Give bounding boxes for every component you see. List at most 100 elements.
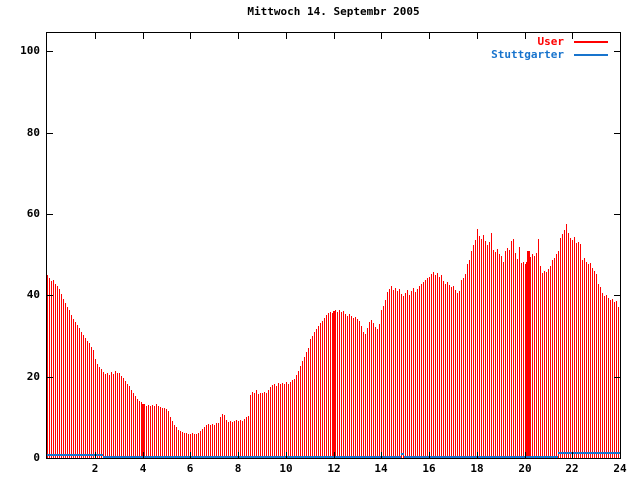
user-bar bbox=[495, 252, 496, 458]
user-bar bbox=[61, 294, 62, 458]
legend-item-user: User bbox=[491, 35, 608, 48]
user-bar bbox=[546, 272, 547, 458]
x-tick-mirror bbox=[286, 33, 287, 39]
user-bar bbox=[300, 366, 301, 458]
y-tick-label: 20 bbox=[26, 370, 40, 383]
user-bar bbox=[409, 295, 410, 458]
y-tick-mirror bbox=[614, 295, 620, 296]
user-bar bbox=[379, 324, 380, 458]
x-tick-label: 16 bbox=[422, 462, 436, 475]
user-bar bbox=[381, 310, 382, 458]
user-bar bbox=[160, 407, 161, 458]
user-bar bbox=[534, 256, 535, 458]
user-bar bbox=[258, 394, 259, 458]
user-bar bbox=[137, 399, 138, 458]
user-bar bbox=[515, 253, 516, 458]
user-bar bbox=[457, 293, 458, 458]
user-bar bbox=[375, 327, 376, 458]
x-tick bbox=[286, 452, 287, 458]
user-bar bbox=[349, 314, 350, 458]
user-bar bbox=[467, 264, 468, 458]
user-bar bbox=[234, 421, 235, 458]
user-bar bbox=[49, 278, 50, 458]
user-bar bbox=[566, 224, 567, 458]
user-bar bbox=[200, 431, 201, 458]
user-bar bbox=[99, 367, 100, 458]
x-tick bbox=[381, 452, 382, 458]
y-tick bbox=[47, 51, 53, 52]
x-tick-mirror bbox=[572, 33, 573, 39]
user-bar bbox=[244, 419, 245, 458]
user-bar bbox=[332, 313, 333, 458]
y-tick bbox=[47, 214, 53, 215]
user-bar bbox=[523, 262, 524, 458]
stuttgarter-line-segment bbox=[401, 453, 404, 455]
user-bar bbox=[65, 303, 66, 458]
user-bar bbox=[493, 250, 494, 458]
user-bar bbox=[324, 318, 325, 458]
x-tick bbox=[238, 452, 239, 458]
user-bar bbox=[107, 373, 108, 458]
user-bar bbox=[453, 286, 454, 458]
user-bar bbox=[154, 406, 155, 458]
user-bar bbox=[558, 251, 559, 458]
user-bar bbox=[278, 383, 279, 458]
user-bar bbox=[574, 237, 575, 458]
user-bar bbox=[252, 392, 253, 458]
stuttgarter-line-segment bbox=[47, 454, 103, 456]
user-bar bbox=[341, 312, 342, 458]
user-bar bbox=[172, 421, 173, 458]
user-bar bbox=[377, 329, 378, 458]
user-bar bbox=[256, 390, 257, 458]
user-bar bbox=[548, 269, 549, 458]
user-bar bbox=[212, 424, 213, 458]
user-bar bbox=[308, 348, 309, 458]
user-bar bbox=[123, 378, 124, 458]
x-tick-mirror bbox=[334, 33, 335, 39]
user-bar bbox=[286, 382, 287, 458]
user-bar bbox=[236, 420, 237, 458]
x-tick-mirror bbox=[429, 33, 430, 39]
user-bar bbox=[71, 315, 72, 458]
user-bar bbox=[345, 314, 346, 458]
user-bar bbox=[441, 275, 442, 458]
user-bar bbox=[465, 274, 466, 458]
user-bar bbox=[192, 433, 193, 458]
user-bar bbox=[407, 290, 408, 458]
user-bar bbox=[527, 251, 530, 458]
user-bar bbox=[204, 427, 205, 458]
y-tick bbox=[47, 377, 53, 378]
user-bar bbox=[214, 425, 215, 458]
user-bar bbox=[433, 272, 434, 458]
user-bar bbox=[111, 372, 112, 458]
user-bar bbox=[232, 422, 233, 458]
user-bar bbox=[469, 260, 470, 458]
user-bar bbox=[141, 402, 142, 458]
x-tick-label: 8 bbox=[234, 462, 242, 475]
user-bar bbox=[437, 273, 438, 458]
user-bar bbox=[69, 310, 70, 458]
x-tick-label: 18 bbox=[470, 462, 484, 475]
x-tick-label: 24 bbox=[613, 462, 627, 475]
user-bar bbox=[144, 404, 145, 458]
user-bar bbox=[606, 295, 607, 458]
user-bar bbox=[556, 254, 557, 458]
user-bar bbox=[314, 332, 315, 458]
user-bar bbox=[455, 290, 456, 458]
user-bar bbox=[326, 315, 327, 458]
user-bar bbox=[210, 425, 211, 458]
user-bar bbox=[431, 274, 432, 458]
x-tick-label: 6 bbox=[186, 462, 194, 475]
user-bar bbox=[357, 319, 358, 458]
user-bar bbox=[119, 373, 120, 458]
user-bar bbox=[513, 239, 514, 458]
user-bar bbox=[399, 289, 400, 458]
user-bar bbox=[250, 395, 251, 458]
user-bar bbox=[385, 300, 386, 458]
user-bar bbox=[182, 432, 183, 458]
user-bar bbox=[226, 420, 227, 458]
x-tick-mirror bbox=[381, 33, 382, 39]
user-bar bbox=[152, 405, 153, 458]
stuttgarter-line-segment bbox=[103, 456, 401, 458]
